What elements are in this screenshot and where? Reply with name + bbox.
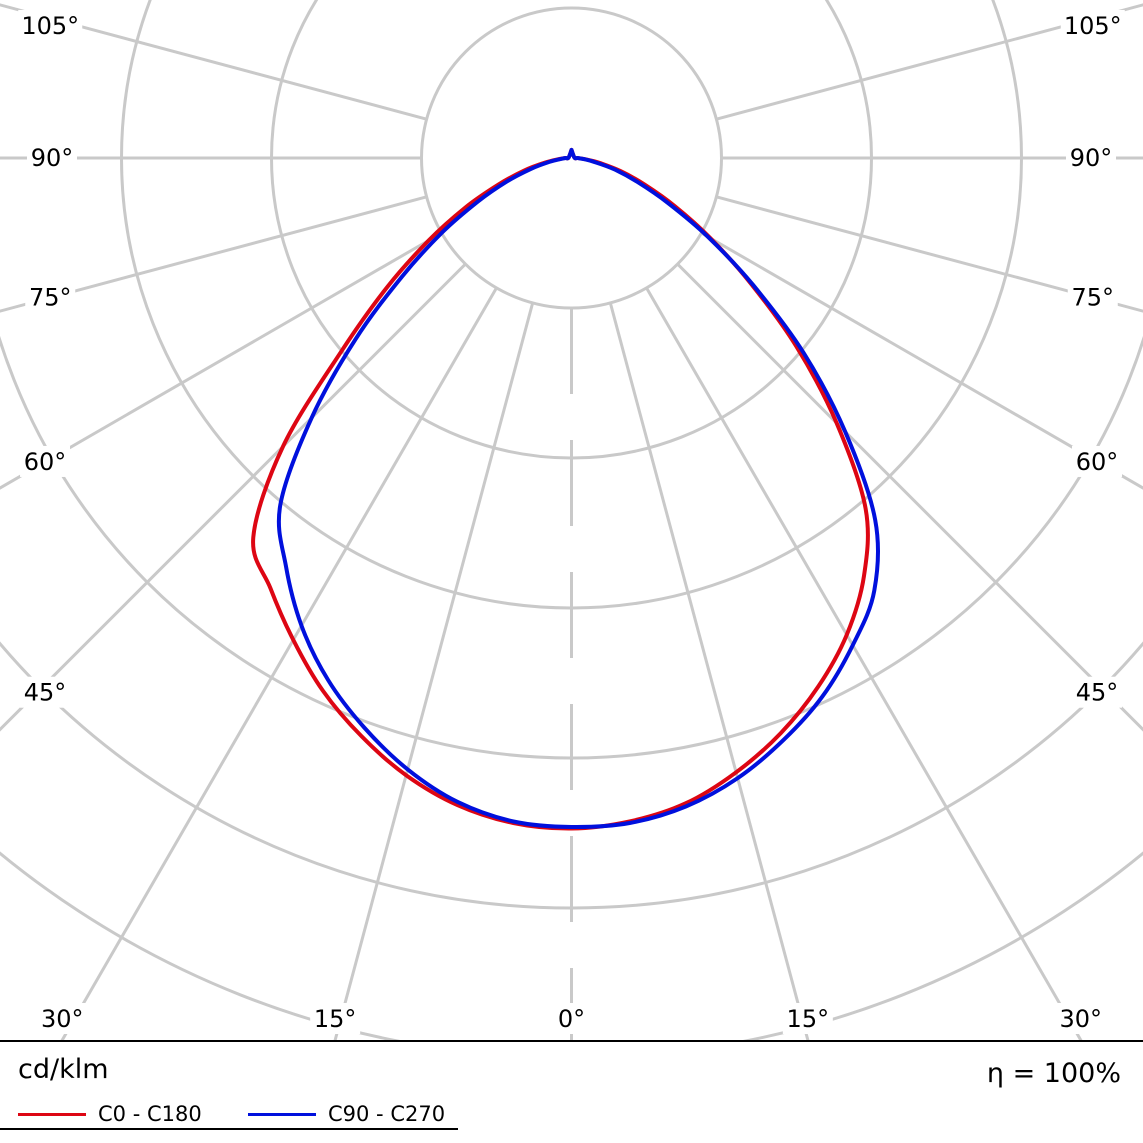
angle-label: 0° bbox=[558, 1005, 585, 1033]
grid-radial-105 bbox=[716, 3, 1143, 121]
footer: cd/klm η = 100% C0 - C180 C90 - C270 bbox=[0, 1040, 1143, 1143]
angle-label-bg bbox=[310, 1003, 361, 1034]
grid-radial-60 bbox=[700, 231, 1143, 490]
angle-label: 60° bbox=[1076, 448, 1119, 476]
angle-label: 30° bbox=[41, 1005, 84, 1033]
legend-swatch-c90-c270 bbox=[248, 1112, 316, 1116]
angle-label: 15° bbox=[314, 1005, 357, 1033]
angle-label-bg bbox=[1067, 281, 1118, 313]
grid-ring bbox=[420, 6, 723, 310]
angle-label-bg bbox=[553, 1003, 590, 1034]
curve-c0-c180 bbox=[251, 148, 870, 831]
grid-radial-30 bbox=[645, 287, 1083, 1040]
grid-radial-75 bbox=[716, 195, 1143, 313]
legend-label-c0-c180: C0 - C180 bbox=[98, 1102, 202, 1126]
angle-label-bg bbox=[1055, 1003, 1106, 1034]
polar-chart-area: 0° 15° 15° 30° 30° 45° 45° 60° 60° 75° 75° 90° 90° 10… bbox=[0, 0, 1143, 1040]
angle-labels: 0° 15° 15° 30° 30° 45° 45° 60° 60° 75° 75° 90° 90° 10… bbox=[18, 10, 1125, 1034]
angle-label-bg bbox=[20, 676, 70, 708]
grid-radial-75 bbox=[0, 195, 427, 313]
angle-label: 105° bbox=[1064, 12, 1122, 40]
angle-label: 75° bbox=[29, 284, 72, 312]
grid-radial-15 bbox=[608, 302, 810, 1040]
angle-label: 105° bbox=[21, 12, 79, 40]
angle-label-bg bbox=[27, 142, 77, 173]
angle-label: 90° bbox=[31, 144, 74, 172]
legend-item-c0-c180: C0 - C180 bbox=[18, 1102, 202, 1126]
angle-label-bg bbox=[37, 1003, 88, 1034]
legend-item-c90-c270: C90 - C270 bbox=[248, 1102, 445, 1126]
angle-label-bg bbox=[1060, 10, 1125, 41]
legend-underline bbox=[0, 1128, 458, 1130]
polar-grid bbox=[0, 0, 1143, 1040]
angle-label-bg bbox=[20, 445, 71, 477]
angle-label: 60° bbox=[24, 448, 67, 476]
angle-label: 30° bbox=[1059, 1005, 1102, 1033]
legend-label-c90-c270: C90 - C270 bbox=[328, 1102, 446, 1126]
legend-swatch-c0-c180 bbox=[18, 1112, 86, 1116]
angle-label-bg bbox=[1072, 445, 1122, 477]
polar-chart: 0° 15° 15° 30° 30° 45° 45° 60° 60° 75° 75° 90° 90° 10… bbox=[0, 0, 1143, 1040]
angle-label: 45° bbox=[24, 679, 67, 707]
angle-label-bg bbox=[782, 1003, 833, 1034]
grid-radial-30 bbox=[60, 287, 498, 1040]
angle-label: 75° bbox=[1071, 284, 1114, 312]
angle-label: 90° bbox=[1070, 144, 1113, 172]
angle-label: 45° bbox=[1076, 679, 1119, 707]
curve-c90-c270 bbox=[276, 148, 881, 830]
angle-label: 15° bbox=[787, 1005, 830, 1033]
units-label: cd/klm bbox=[18, 1054, 109, 1085]
angle-label-bg bbox=[25, 281, 76, 313]
angle-label-bg bbox=[18, 10, 83, 41]
grid-radial-105 bbox=[0, 3, 427, 121]
efficiency-label: η = 100% bbox=[986, 1058, 1121, 1089]
angle-label-bg bbox=[1072, 676, 1122, 708]
grid-radial-60 bbox=[0, 231, 443, 490]
grid-radial-15 bbox=[333, 302, 535, 1040]
angle-label-bg bbox=[1066, 142, 1116, 173]
